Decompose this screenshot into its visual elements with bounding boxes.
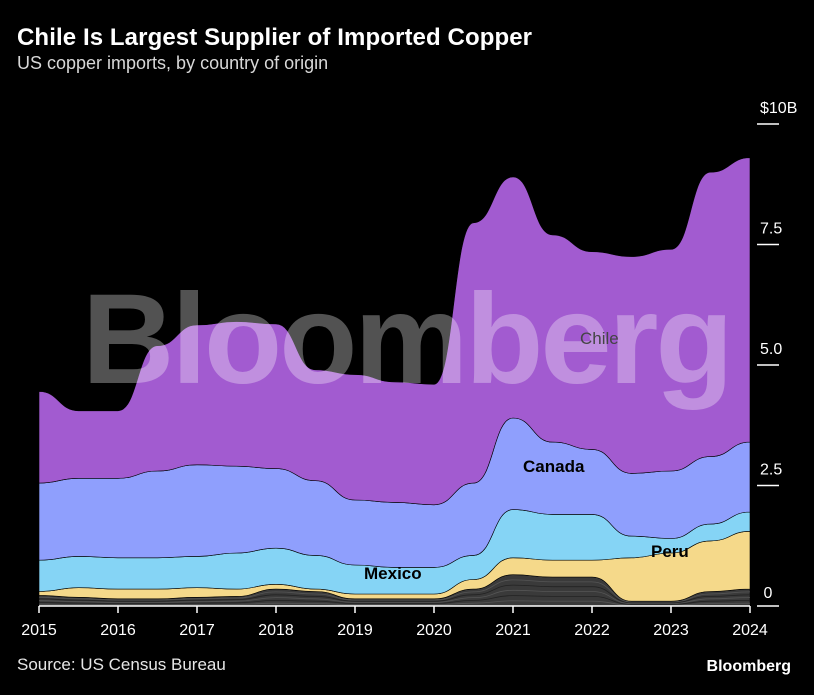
x-tick-label: 2016 bbox=[100, 622, 136, 639]
minor-series-line bbox=[38, 579, 751, 603]
other-countries-stripes bbox=[38, 579, 751, 606]
y-tick-label: 2.5 bbox=[760, 462, 782, 479]
minor-series-line bbox=[38, 584, 751, 604]
y-tick-label: $10B bbox=[760, 100, 797, 117]
x-axis: 2015 2016 2017 2018 2019 2020 2021 2022 2023 2024 bbox=[21, 605, 768, 639]
x-tick-label: 2020 bbox=[416, 622, 452, 639]
minor-series-line bbox=[38, 595, 751, 605]
brand-logo: Bloomberg bbox=[706, 658, 791, 675]
chart-subtitle: US copper imports, by country of origin bbox=[17, 53, 329, 73]
chart-title: Chile Is Largest Supplier of Imported Co… bbox=[17, 24, 533, 51]
series-label-canada: Canada bbox=[523, 457, 585, 476]
x-tick-label: 2021 bbox=[495, 622, 531, 639]
y-tick-label: 0 bbox=[764, 585, 773, 602]
minor-series-line bbox=[38, 589, 751, 605]
x-tick-label: 2024 bbox=[732, 622, 768, 639]
series-label-peru: Peru bbox=[651, 542, 689, 561]
y-tick-label: 5.0 bbox=[760, 341, 782, 358]
y-axis: $10B 7.5 5.0 2.5 0 bbox=[757, 100, 797, 607]
series-label-mexico: Mexico bbox=[364, 564, 422, 583]
minor-series-line bbox=[38, 600, 751, 606]
x-tick-label: 2019 bbox=[337, 622, 373, 639]
x-tick-label: 2022 bbox=[574, 622, 610, 639]
x-tick-label: 2018 bbox=[258, 622, 294, 639]
watermark: Bloomberg bbox=[82, 268, 731, 411]
x-tick-label: 2017 bbox=[179, 622, 215, 639]
series-label-chile: Chile bbox=[580, 329, 619, 348]
source-note: Source: US Census Bureau bbox=[17, 655, 226, 674]
y-tick-label: 7.5 bbox=[760, 221, 782, 238]
area-series-chile bbox=[38, 157, 751, 506]
x-tick-label: 2023 bbox=[653, 622, 689, 639]
x-tick-label: 2015 bbox=[21, 622, 57, 639]
